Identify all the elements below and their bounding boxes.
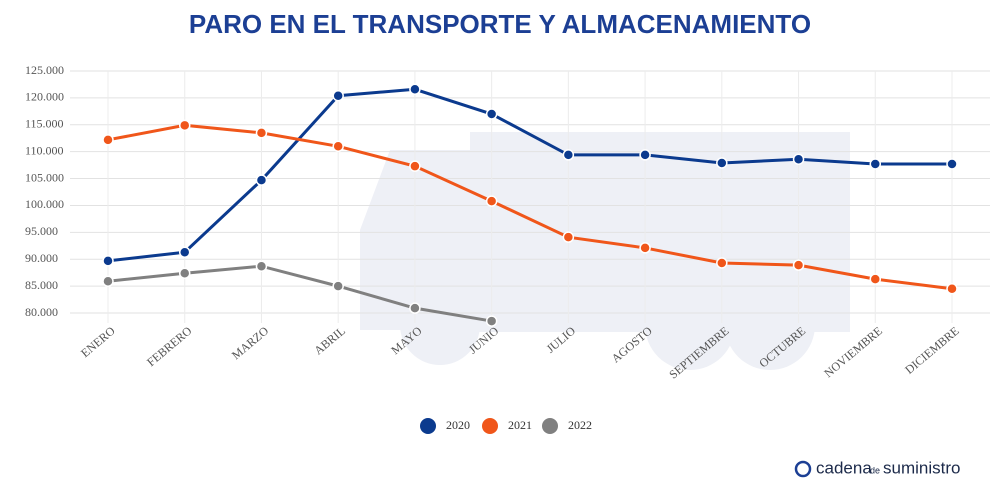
data-point (178, 119, 191, 132)
y-tick-label: 100.000 (25, 197, 64, 211)
data-point (946, 283, 958, 295)
data-point (792, 259, 805, 271)
x-tick-label: FEBRERO (144, 323, 195, 369)
legend-label: 2022 (568, 418, 592, 432)
data-point (255, 127, 268, 139)
x-tick-label: ENERO (78, 323, 118, 360)
data-point (102, 134, 114, 146)
x-tick-label: MARZO (229, 323, 271, 362)
data-point (485, 195, 498, 207)
series-line (107, 264, 492, 323)
background-truck (360, 132, 850, 370)
legend-marker (542, 418, 558, 434)
y-tick-label: 105.000 (25, 170, 64, 184)
x-tick-label: ABRIL (311, 324, 348, 358)
brand-rest: suministro (883, 458, 960, 477)
data-point (102, 275, 114, 288)
y-tick-label: 90.000 (25, 251, 58, 265)
data-point (409, 83, 421, 96)
data-point (255, 260, 268, 272)
data-point (409, 302, 421, 314)
data-point (332, 280, 344, 292)
data-point (485, 108, 498, 120)
x-tick-label: DICIEMBRE (902, 324, 962, 377)
y-tick-label: 120.000 (25, 90, 64, 104)
legend-marker (482, 418, 498, 434)
data-point (562, 149, 575, 161)
series-line (107, 87, 952, 263)
legend-label: 2021 (508, 418, 532, 432)
data-point (178, 246, 191, 258)
y-tick-label: 115.000 (25, 117, 64, 131)
data-point (102, 255, 114, 267)
data-point (716, 257, 728, 269)
data-point (178, 267, 191, 279)
data-point (639, 242, 651, 254)
data-point (946, 158, 958, 170)
legend-label: 2020 (446, 418, 470, 432)
brand-logo: cadena de suministro (794, 458, 960, 478)
data-point (255, 174, 268, 186)
data-point (485, 315, 498, 327)
brand-small: de (870, 465, 880, 475)
x-tick-label: NOVIEMBRE (821, 324, 885, 381)
data-point (332, 89, 344, 102)
y-tick-label: 110.000 (25, 143, 64, 157)
data-point (409, 160, 421, 172)
data-point (716, 157, 728, 169)
data-point (869, 273, 882, 285)
brand-main: cadena (816, 458, 872, 477)
data-point (869, 158, 882, 170)
series-line (107, 123, 953, 291)
data-point (792, 153, 805, 165)
y-tick-label: 125.000 (25, 63, 64, 77)
y-tick-label: 95.000 (25, 224, 58, 238)
y-tick-label: 80.000 (25, 305, 58, 319)
y-tick-label: 85.000 (25, 278, 58, 292)
legend-marker (420, 418, 436, 434)
logo-icon (794, 460, 812, 478)
data-point (562, 231, 575, 243)
data-point (332, 140, 344, 153)
data-point (639, 149, 651, 161)
chart-title: PARO EN EL TRANSPORTE Y ALMACENAMIENTO (189, 9, 811, 39)
